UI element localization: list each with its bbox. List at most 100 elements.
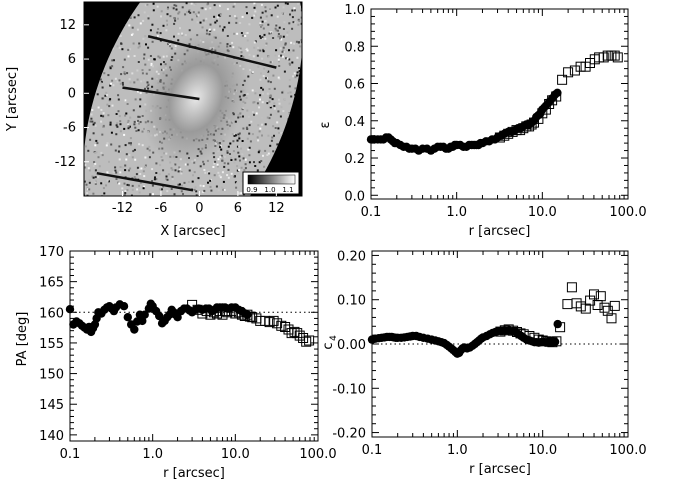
noise-speck xyxy=(152,193,154,196)
data-point-square xyxy=(499,130,510,141)
noise-speck xyxy=(257,46,260,49)
noise-speck xyxy=(284,12,286,15)
noise-speck xyxy=(292,75,295,78)
x-tick-label: 10.0 xyxy=(528,443,557,458)
noise-speck xyxy=(246,49,249,52)
noise-speck xyxy=(149,29,152,32)
noise-speck xyxy=(168,42,170,44)
noise-speck xyxy=(129,116,132,119)
noise-speck xyxy=(261,11,264,14)
noise-speck xyxy=(222,28,224,31)
noise-speck xyxy=(144,63,147,66)
noise-speck xyxy=(115,113,118,115)
noise-speck xyxy=(112,59,115,62)
noise-speck xyxy=(260,86,263,89)
noise-speck xyxy=(146,147,149,150)
noise-speck xyxy=(278,60,280,63)
noise-speck xyxy=(191,180,194,183)
image-y-tick-label: 6 xyxy=(68,52,76,67)
noise-speck xyxy=(241,34,244,37)
noise-speck xyxy=(291,27,294,30)
colorbar-gradient xyxy=(247,174,296,185)
noise-speck xyxy=(269,144,272,147)
noise-speck xyxy=(221,156,224,159)
noise-speck xyxy=(265,15,268,18)
noise-speck xyxy=(186,11,189,13)
noise-speck xyxy=(286,34,289,37)
noise-speck xyxy=(274,127,277,129)
noise-speck xyxy=(147,17,150,20)
noise-speck xyxy=(240,192,243,195)
noise-speck xyxy=(292,49,295,52)
noise-speck xyxy=(156,5,159,8)
y-tick-label: 0.6 xyxy=(344,78,365,93)
noise-speck xyxy=(193,188,196,191)
noise-speck xyxy=(265,44,267,46)
noise-speck xyxy=(261,134,263,137)
noise-speck xyxy=(241,153,244,156)
noise-speck xyxy=(142,170,145,173)
noise-speck xyxy=(236,32,239,35)
data-point-square xyxy=(612,52,623,63)
noise-speck xyxy=(151,184,154,187)
noise-speck xyxy=(130,15,133,17)
noise-speck xyxy=(129,167,132,170)
noise-speck xyxy=(267,134,270,137)
data-point-square xyxy=(212,308,222,319)
noise-speck xyxy=(283,70,286,73)
noise-speck xyxy=(180,184,183,187)
noise-speck xyxy=(175,8,178,11)
noise-speck xyxy=(101,97,104,100)
noise-speck xyxy=(251,89,254,92)
noise-speck xyxy=(165,23,168,26)
noise-speck xyxy=(248,132,251,135)
noise-speck xyxy=(102,112,105,115)
noise-speck xyxy=(230,172,233,175)
noise-speck xyxy=(85,183,88,186)
noise-speck xyxy=(142,79,145,82)
noise-speck xyxy=(94,182,97,185)
colorbar-tick-1: 1.0 xyxy=(264,186,275,194)
noise-speck xyxy=(109,65,112,68)
noise-speck xyxy=(102,187,105,190)
noise-speck xyxy=(276,121,279,124)
noise-speck xyxy=(122,99,125,101)
data-point-square xyxy=(595,291,606,302)
noise-speck xyxy=(267,23,270,26)
noise-speck xyxy=(260,160,263,162)
noise-speck xyxy=(155,178,158,181)
noise-speck xyxy=(281,55,284,58)
noise-speck xyxy=(178,166,181,169)
noise-speck xyxy=(129,17,132,19)
noise-speck xyxy=(253,6,256,9)
noise-speck xyxy=(238,145,241,148)
noise-speck xyxy=(195,190,198,193)
noise-speck xyxy=(196,15,198,18)
noise-speck xyxy=(194,186,197,189)
noise-speck xyxy=(158,188,161,191)
noise-speck xyxy=(284,2,287,5)
noise-speck xyxy=(197,177,200,180)
noise-speck xyxy=(97,106,100,109)
noise-speck xyxy=(246,127,249,130)
noise-speck xyxy=(264,20,267,22)
noise-speck xyxy=(127,123,130,126)
noise-speck xyxy=(212,166,215,168)
noise-speck xyxy=(244,163,247,166)
noise-speck xyxy=(245,6,248,9)
noise-speck xyxy=(266,102,269,105)
data-point-circle xyxy=(140,310,149,319)
noise-speck xyxy=(271,60,273,63)
noise-speck xyxy=(188,29,191,32)
noise-speck xyxy=(246,39,249,42)
y-tick-label: 1.0 xyxy=(344,3,365,18)
noise-speck xyxy=(184,13,187,16)
noise-speck xyxy=(290,41,293,44)
noise-speck xyxy=(174,169,177,172)
noise-speck xyxy=(106,142,109,145)
noise-speck xyxy=(250,120,253,123)
noise-speck xyxy=(126,121,129,124)
noise-speck xyxy=(165,29,168,32)
y-axis-title: PA [deg] xyxy=(15,312,30,367)
y-tick-label: 0.4 xyxy=(344,115,365,130)
